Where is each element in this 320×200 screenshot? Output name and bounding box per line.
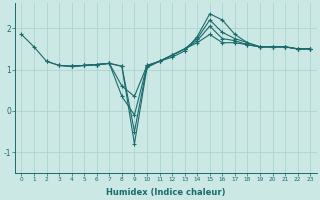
X-axis label: Humidex (Indice chaleur): Humidex (Indice chaleur)	[106, 188, 226, 197]
